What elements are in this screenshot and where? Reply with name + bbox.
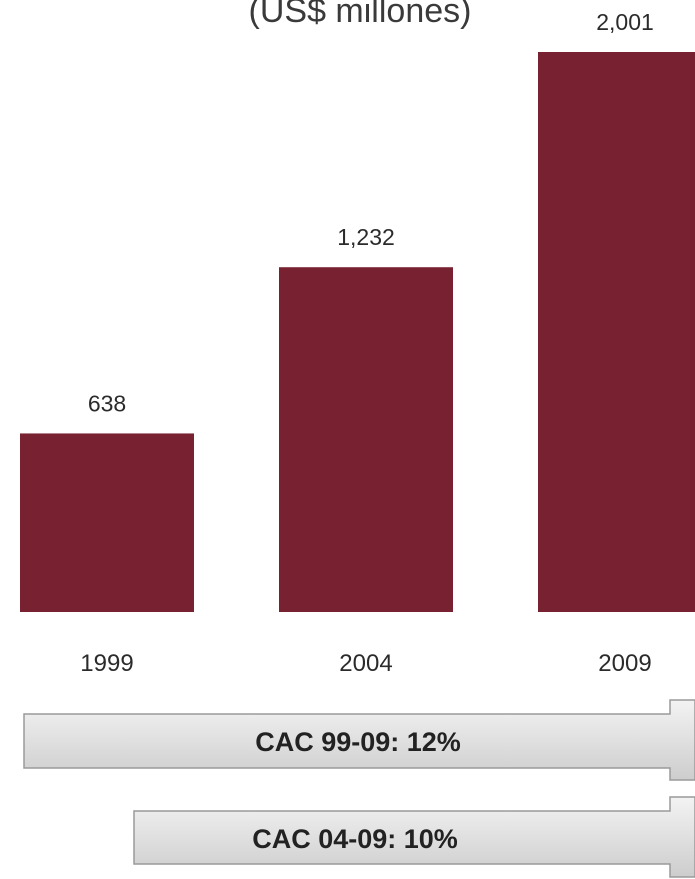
- cagr-arrow-shape: [133, 796, 695, 878]
- bar-2009: [538, 52, 695, 612]
- bar-2004: [279, 267, 453, 612]
- category-label-2009: 2009: [598, 650, 651, 677]
- value-label-1999: 638: [88, 390, 126, 416]
- chart-title: (US$ millones): [248, 0, 472, 30]
- cagr-arrow-shape: [23, 699, 695, 781]
- cagr-label-1999-2009: CAC 99-09: 12%: [255, 727, 461, 757]
- value-label-2004: 1,232: [337, 224, 395, 250]
- cagr-arrow-2004-2009: CAC 04-09: 10%: [133, 796, 695, 878]
- bar-1999: [20, 433, 194, 612]
- cagr-label-2004-2009: CAC 04-09: 10%: [252, 824, 458, 854]
- value-label-2009: 2,001: [596, 9, 654, 35]
- category-label-1999: 1999: [80, 650, 133, 677]
- cagr-arrow-1999-2009: CAC 99-09: 12%: [23, 699, 695, 781]
- category-label-2004: 2004: [339, 650, 392, 677]
- bars-group: 638 1999 1,232 2004 2,001 2009: [20, 9, 695, 677]
